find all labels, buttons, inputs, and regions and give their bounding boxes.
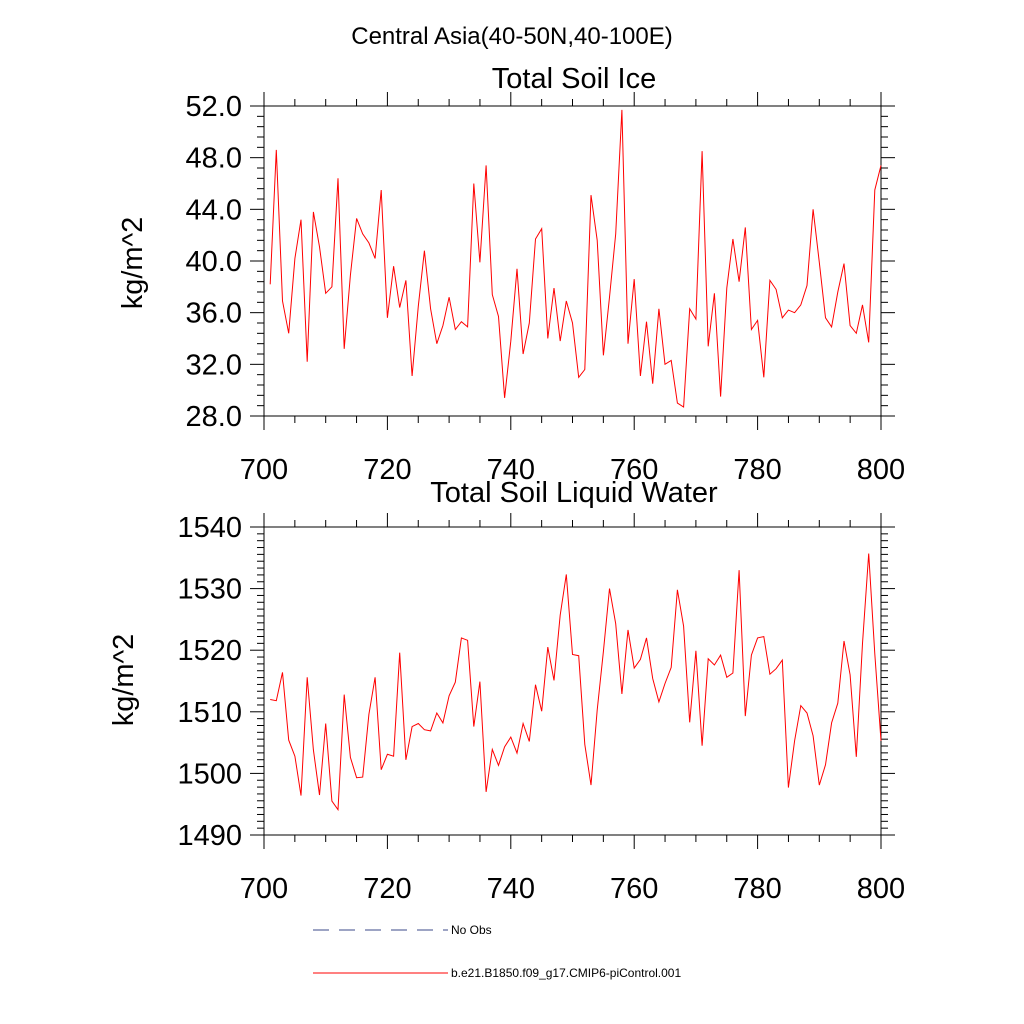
- y-tick-label: 1500: [177, 758, 242, 790]
- page-title: Central Asia(40-50N,40-100E): [351, 23, 673, 50]
- x-tick-label: 780: [733, 454, 781, 486]
- legend-label-obs: No Obs: [451, 923, 492, 937]
- y-tick-label: 1540: [177, 512, 242, 544]
- y-tick-label: 36.0: [186, 298, 242, 330]
- x-tick-label: 800: [857, 454, 905, 486]
- chart-title: Total Soil Liquid Water: [430, 477, 718, 509]
- plot-frame: [263, 526, 882, 836]
- y-axis-label: kg/m^2: [117, 217, 149, 310]
- y-tick-label: 52.0: [186, 91, 242, 123]
- x-tick-label: 700: [240, 873, 288, 905]
- y-tick-label: 1530: [177, 574, 242, 606]
- plot-frame: [263, 105, 882, 417]
- chart-title: Total Soil Ice: [492, 63, 656, 95]
- y-tick-label: 1510: [177, 697, 242, 729]
- panel-total-soil-liquid-water: Total Soil Liquid Water kg/m^2 1490 1500 1…: [108, 477, 905, 905]
- series-line: [269, 109, 882, 408]
- x-tick-label: 740: [487, 873, 535, 905]
- x-tick-label: 740: [487, 454, 535, 486]
- x-tick-label: 780: [733, 873, 781, 905]
- y-tick-label: 44.0: [186, 194, 242, 226]
- legend: No Obs b.e21.B1850.f09_g17.CMIP6-piContr…: [313, 923, 681, 980]
- y-axis-label: kg/m^2: [108, 634, 140, 727]
- x-tick-label: 760: [610, 873, 658, 905]
- legend-label-model: b.e21.B1850.f09_g17.CMIP6-piControl.001: [451, 966, 681, 980]
- y-tick-label: 40.0: [186, 246, 242, 278]
- x-tick-label: 800: [857, 873, 905, 905]
- x-tick-label: 720: [363, 454, 411, 486]
- series-line: [270, 553, 882, 812]
- y-tick-label: 48.0: [186, 143, 242, 175]
- y-tick-label: 1520: [177, 635, 242, 667]
- panel-total-soil-ice: Total Soil Ice kg/m^2 28.0 32.0 36.0 40.0 44…: [117, 63, 905, 486]
- y-tick-label: 32.0: [186, 349, 242, 381]
- x-tick-label: 700: [240, 454, 288, 486]
- x-tick-label: 760: [610, 454, 658, 486]
- y-tick-label: 28.0: [186, 401, 242, 433]
- x-tick-label: 720: [363, 873, 411, 905]
- y-tick-label: 1490: [177, 820, 242, 852]
